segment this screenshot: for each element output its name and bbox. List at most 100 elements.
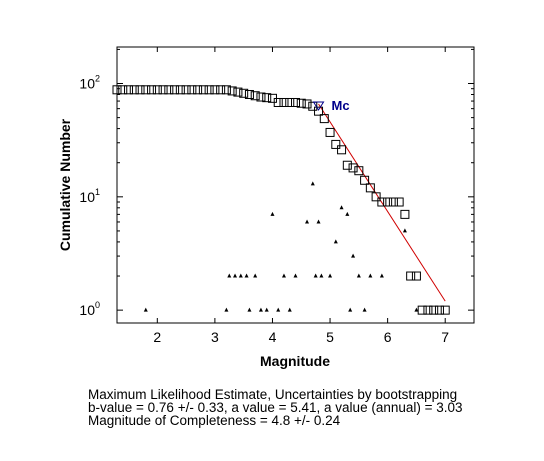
square-marker — [337, 145, 347, 155]
mc-annotation: Mc — [312, 98, 350, 113]
triangle-marker — [227, 273, 232, 278]
y-tick-label: 101 — [79, 187, 100, 205]
caption-completeness-line: Magnitude of Completeness = 4.8 +/- 0.24 — [88, 413, 341, 428]
square-marker — [227, 86, 237, 96]
triangle-marker — [379, 273, 384, 278]
square-marker — [365, 183, 375, 193]
square-marker — [440, 305, 450, 315]
triangle-marker — [276, 307, 281, 312]
square-marker — [325, 127, 335, 137]
square-marker — [244, 89, 254, 99]
square-marker — [112, 85, 122, 95]
square-marker — [314, 106, 324, 116]
square-marker — [417, 305, 427, 315]
triangle-marker — [328, 273, 333, 278]
square-marker — [291, 97, 300, 107]
square-marker — [210, 85, 220, 95]
square-marker — [233, 87, 243, 97]
triangle-marker — [305, 219, 310, 224]
triangle-marker — [351, 253, 356, 258]
y-axis-label: Cumulative Number — [57, 118, 73, 251]
x-tick-label: 3 — [211, 329, 219, 345]
square-marker — [348, 163, 358, 173]
triangle-marker — [287, 307, 292, 312]
square-marker — [204, 85, 214, 95]
square-marker — [239, 88, 249, 98]
square-marker — [147, 85, 157, 95]
triangle-marker — [238, 273, 243, 278]
square-marker — [400, 209, 410, 219]
triangle-marker — [368, 273, 373, 278]
square-marker — [383, 197, 393, 207]
plot-area-frame — [116, 46, 475, 324]
square-marker — [170, 85, 180, 95]
square-marker — [360, 175, 370, 185]
statistics-caption: Maximum Likelihood Estimate, Uncertainti… — [88, 387, 538, 428]
triangle-marker — [281, 273, 286, 278]
square-marker — [429, 305, 439, 315]
y-axis-ticks: 100 101 102 — [79, 48, 474, 318]
triangle-marker — [293, 273, 298, 278]
triangle-marker — [264, 307, 269, 312]
square-marker — [158, 85, 168, 95]
x-tick-label: 5 — [326, 329, 334, 345]
square-marker — [193, 85, 203, 95]
square-marker — [319, 114, 329, 124]
square-marker — [406, 271, 416, 281]
triangle-marker — [247, 307, 252, 312]
triangle-marker — [270, 211, 275, 216]
triangle-marker — [319, 273, 324, 278]
square-marker — [124, 85, 134, 95]
caption-b-value-line: b-value = 0.76 +/- 0.33, a value = 5.41,… — [88, 400, 463, 415]
square-marker — [187, 85, 197, 95]
square-marker — [423, 305, 433, 315]
triangle-marker — [244, 273, 249, 278]
triangle-marker — [313, 273, 318, 278]
triangle-marker — [224, 307, 229, 312]
square-marker — [371, 192, 381, 202]
square-marker — [302, 99, 312, 109]
triangle-marker — [348, 307, 353, 312]
x-tick-label: 2 — [153, 329, 161, 345]
mc-label: Mc — [332, 98, 350, 113]
square-marker — [256, 92, 266, 102]
square-marker — [394, 197, 404, 207]
triangle-marker — [316, 219, 321, 224]
square-marker — [141, 85, 151, 95]
square-marker — [175, 85, 185, 95]
square-marker — [129, 85, 139, 95]
square-marker — [152, 85, 162, 95]
square-marker — [296, 98, 306, 108]
square-marker — [377, 197, 387, 207]
square-marker — [250, 91, 260, 101]
square-marker — [198, 85, 208, 95]
x-tick-label: 7 — [441, 329, 449, 345]
triangle-marker — [310, 181, 315, 186]
mc-marker — [312, 101, 325, 111]
square-marker — [221, 85, 231, 95]
square-marker — [308, 101, 318, 111]
square-marker — [216, 85, 226, 95]
square-marker — [181, 85, 191, 95]
square-marker — [164, 85, 174, 95]
triangle-marker — [345, 211, 350, 216]
triangle-marker — [356, 273, 361, 278]
square-marker — [262, 93, 272, 103]
triangle-marker — [233, 273, 238, 278]
square-marker — [135, 85, 145, 95]
frequency-magnitude-chart: 2 3 4 5 6 7 100 101 102 Mc Magnitude Cumulative… — [57, 46, 475, 369]
square-marker — [273, 97, 283, 107]
square-marker — [285, 97, 295, 107]
triangle-marker — [414, 307, 419, 312]
square-marker — [279, 97, 289, 107]
square-marker — [388, 197, 398, 207]
triangle-marker — [258, 307, 263, 312]
triangle-marker — [339, 205, 344, 210]
square-marker — [411, 271, 421, 281]
b-value-fit-line — [318, 103, 446, 302]
square-marker — [331, 139, 341, 149]
fit-line — [318, 103, 446, 302]
caption-method-line: Maximum Likelihood Estimate, Uncertainti… — [88, 387, 458, 402]
x-axis-ticks: 2 3 4 5 6 7 — [153, 47, 449, 345]
square-marker — [118, 85, 128, 95]
